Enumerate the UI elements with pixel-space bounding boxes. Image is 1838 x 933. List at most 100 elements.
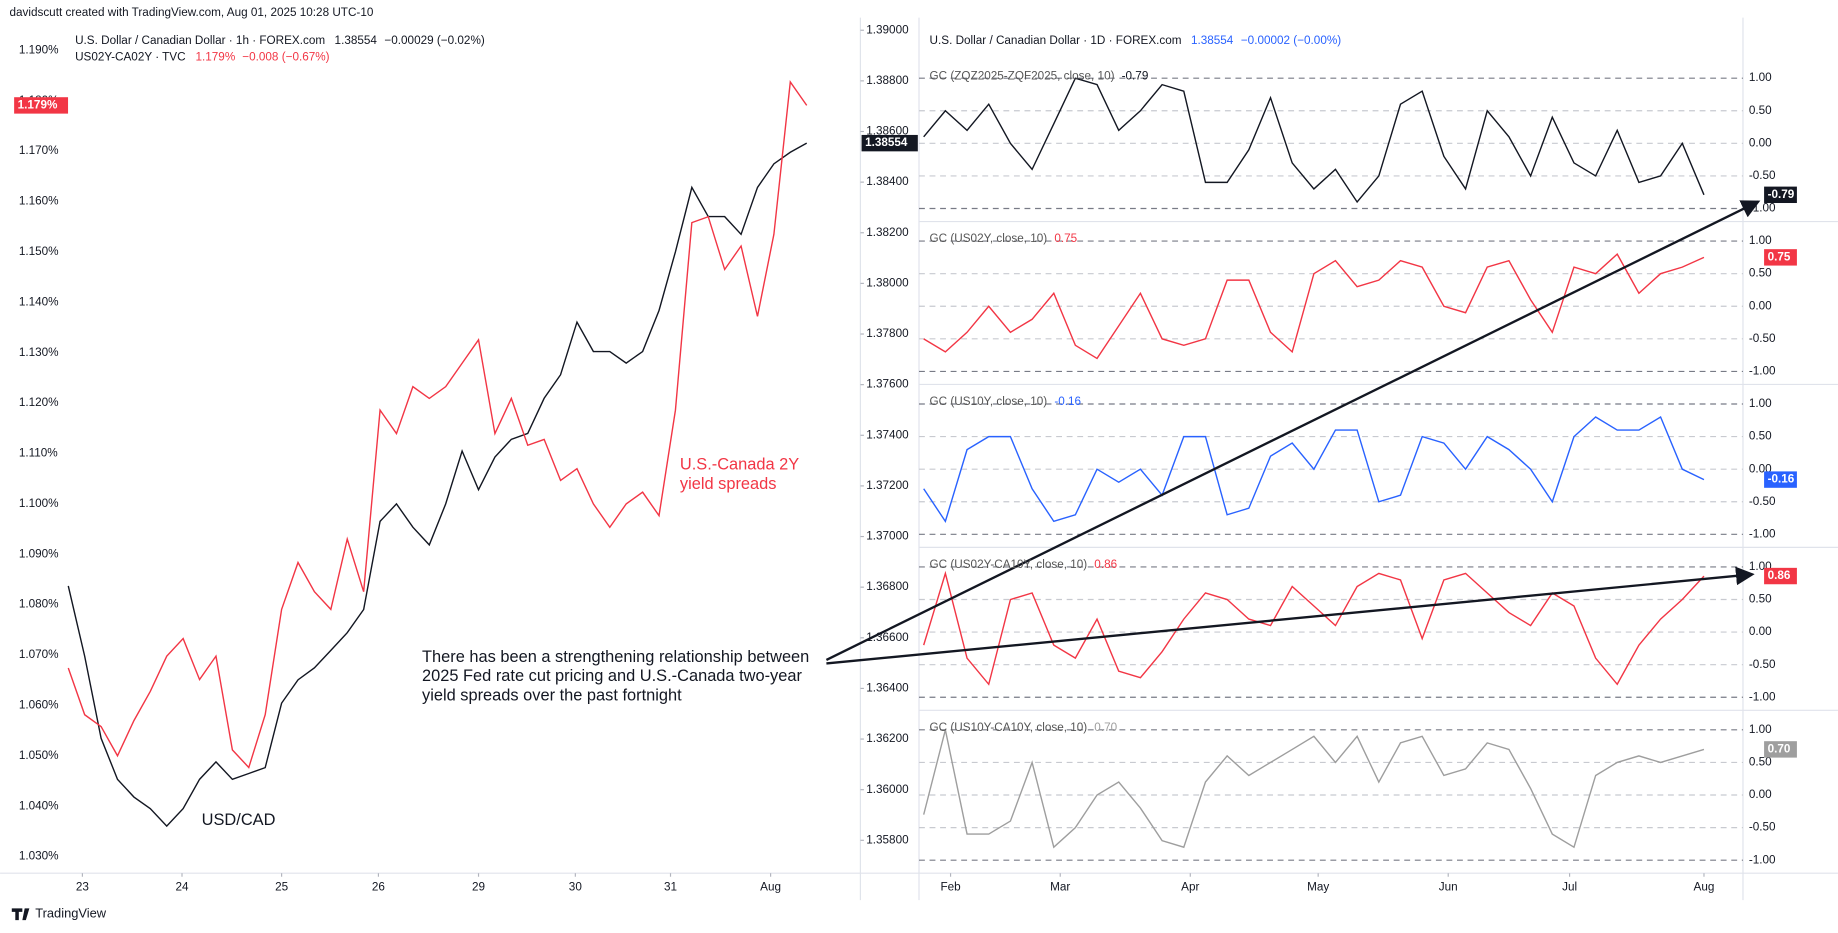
annotation: U.S.-Canada 2Y	[680, 456, 799, 474]
last-value-box	[1764, 741, 1797, 758]
annotation: 2025 Fed rate cut pricing and U.S.-Canad…	[422, 667, 802, 685]
y-tick-label: -0.50	[1749, 658, 1776, 671]
legend-value: 0.75	[1054, 232, 1077, 245]
x-tick-label: 25	[275, 880, 289, 893]
last-value-box-text: 1.179%	[18, 99, 58, 112]
y-tick-label: 1.130%	[19, 346, 59, 359]
y-tick-label: -1.00	[1749, 690, 1776, 703]
y-tick-label: 0.00	[1749, 788, 1772, 801]
y2-tick-label: 1.36800	[866, 580, 909, 593]
y-tick-label: -0.50	[1749, 821, 1776, 834]
y-tick-label: -1.00	[1749, 527, 1776, 540]
x-tick-label: 26	[372, 880, 385, 893]
y2-tick-label: 1.38000	[866, 276, 909, 289]
change: −0.00002 (−0.00%)	[1241, 34, 1341, 47]
y-tick-label: 1.040%	[19, 799, 59, 812]
legend-value: 0.70	[1094, 721, 1117, 734]
y-tick-label: 0.50	[1749, 756, 1772, 769]
y-tick-label: 1.190%	[19, 43, 59, 56]
y-tick-label: 0.00	[1749, 299, 1772, 312]
legend-change: −0.00029 (−0.02%)	[384, 34, 484, 47]
x-tick-label: Aug	[1694, 880, 1715, 893]
arrow	[825, 200, 1761, 661]
last-value-box	[1764, 186, 1797, 204]
annotation: There has been a strengthening relations…	[422, 648, 809, 666]
y-tick-label: 0.50	[1749, 104, 1772, 117]
y2-tick-label: 1.36600	[866, 631, 909, 644]
y-tick-label: 1.140%	[19, 295, 59, 308]
x-tick-label: May	[1307, 880, 1329, 893]
legend-value: 0.86	[1094, 558, 1117, 571]
legend-price: 1.179%	[196, 51, 236, 64]
y2-tick-label: 1.36000	[866, 783, 909, 796]
y-tick-label: 0.50	[1749, 267, 1772, 280]
x-tick-label: Feb	[940, 880, 961, 893]
x-tick-label: 30	[569, 880, 583, 893]
legend-price: 1.38554	[335, 34, 378, 47]
y-tick-label: 1.150%	[19, 245, 59, 258]
series-line	[923, 77, 1705, 204]
y-tick-label: 1.160%	[19, 195, 59, 208]
footer: TradingView	[11, 906, 107, 921]
last-value-box-text: 0.86	[1768, 569, 1791, 582]
y-tick-label: -0.50	[1749, 169, 1776, 182]
y-tick-label: 0.00	[1749, 136, 1772, 149]
y2-tick-label: 1.37000	[866, 530, 909, 543]
price: 1.38554	[1191, 34, 1234, 47]
legend-value: -0.79	[1122, 69, 1149, 82]
y-tick-label: 1.00	[1749, 723, 1772, 736]
y-tick-label: 1.060%	[19, 699, 59, 712]
series-line	[923, 252, 1705, 360]
y-tick-label: 1.070%	[19, 648, 59, 661]
y2-tick-label: 1.38600	[866, 125, 909, 138]
last-value-text: 1.38554	[865, 136, 908, 149]
legend-name: US02Y-CA02Y · TVC	[75, 51, 186, 64]
last-value-box-text: 0.70	[1768, 742, 1791, 755]
y-tick-label: 1.100%	[19, 497, 59, 510]
annotation-arrows	[825, 200, 1761, 665]
last-value-box-text: 0.75	[1768, 250, 1791, 263]
y-tick-label: -0.50	[1749, 332, 1776, 345]
last-value-box-text: -0.79	[1768, 188, 1795, 201]
last-value-box	[1764, 471, 1797, 488]
last-value-box	[1764, 567, 1797, 585]
brand: TradingView	[35, 906, 107, 921]
last-value-box	[14, 97, 69, 114]
arrow	[826, 566, 1755, 665]
legend-change: −0.008 (−0.67%)	[242, 51, 329, 64]
legend-name: U.S. Dollar / Canadian Dollar · 1h · FOR…	[75, 34, 325, 47]
legend-name: GC (US02Y, close, 10)	[930, 232, 1048, 245]
y-tick-label: 1.00	[1749, 71, 1772, 84]
y2-tick-label: 1.38800	[866, 74, 909, 87]
legend-name: GC (US10Y, close, 10)	[930, 395, 1048, 408]
legend-value: -0.16	[1054, 395, 1081, 408]
y-tick-label: 1.110%	[19, 447, 58, 460]
y-tick-label: -0.50	[1749, 495, 1776, 508]
series-line	[67, 142, 808, 828]
y2-tick-label: 1.37800	[866, 327, 909, 340]
last-value-box	[861, 134, 918, 152]
y-tick-label: 0.00	[1749, 625, 1772, 638]
y-tick-label: 1.170%	[19, 144, 59, 157]
y-tick-label: -1.00	[1749, 202, 1776, 215]
legend-name: GC (ZQZ2025-ZQF2025, close, 10)	[930, 69, 1115, 82]
y-tick-label: 0.50	[1749, 593, 1772, 606]
y2-tick-label: 1.39000	[866, 23, 909, 36]
y2-tick-label: 1.37400	[866, 428, 909, 441]
annotation: yield spreads over the past fortnight	[422, 687, 682, 705]
y2-tick-label: 1.36400	[866, 682, 909, 695]
y2-tick-label: 1.38200	[866, 226, 909, 239]
y2-tick-label: 1.37200	[866, 479, 909, 492]
y2-tick-label: 1.36200	[866, 732, 909, 745]
y-tick-label: -1.00	[1749, 853, 1776, 866]
x-tick-label: 24	[175, 880, 189, 893]
series-line	[923, 570, 1705, 686]
series-line	[67, 79, 808, 769]
y-tick-label: 1.00	[1749, 234, 1772, 247]
y-tick-label: 1.090%	[19, 547, 59, 560]
x-tick-label: Jul	[1562, 880, 1577, 893]
x-tick-label: Apr	[1181, 880, 1199, 893]
y2-tick-label: 1.38400	[866, 175, 909, 188]
